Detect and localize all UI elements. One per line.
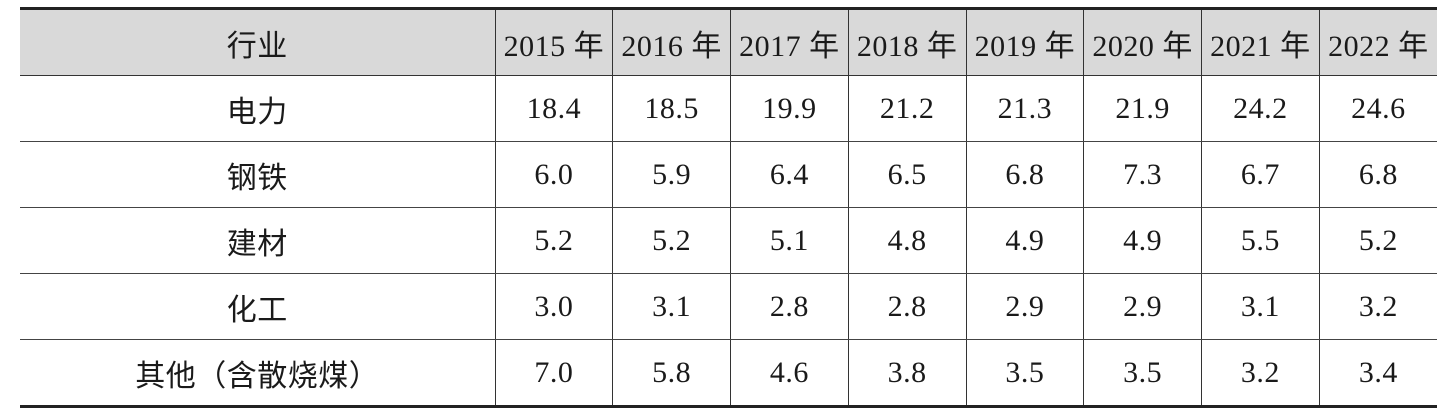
value-cell: 6.0	[494, 141, 613, 208]
table-row: 其他（含散烧煤） 7.0 5.8 4.6 3.8 3.5 3.5 3.2 3.4	[20, 339, 1437, 408]
header-cell: 2022 年	[1318, 7, 1437, 76]
value-cell: 2.9	[965, 273, 1084, 340]
row-label: 钢铁	[20, 141, 495, 208]
value-cell: 5.9	[612, 141, 731, 208]
value-cell: 19.9	[730, 75, 849, 142]
table-row: 建材 5.2 5.2 5.1 4.8 4.9 4.9 5.5 5.2	[20, 207, 1437, 274]
value-cell: 5.2	[494, 207, 613, 274]
table-row: 化工 3.0 3.1 2.8 2.8 2.9 2.9 3.1 3.2	[20, 273, 1437, 340]
header-row: 行业 2015 年 2016 年 2017 年 2018 年 2019 年 2020 年 20…	[20, 7, 1437, 76]
value-cell: 3.1	[1201, 273, 1320, 340]
row-label: 电力	[20, 75, 495, 142]
value-cell: 6.4	[730, 141, 849, 208]
header-cell: 2016 年	[612, 7, 731, 76]
value-cell: 7.3	[1083, 141, 1202, 208]
header-cell: 2018 年	[847, 7, 966, 76]
value-cell: 3.5	[1083, 339, 1202, 408]
value-cell: 24.6	[1318, 75, 1437, 142]
row-label: 化工	[20, 273, 495, 340]
table-row: 电力 18.4 18.5 19.9 21.2 21.3 21.9 24.2 24.6	[20, 75, 1437, 142]
value-cell: 5.8	[612, 339, 731, 408]
value-cell: 5.2	[612, 207, 731, 274]
value-cell: 6.8	[965, 141, 1084, 208]
value-cell: 5.2	[1318, 207, 1437, 274]
value-cell: 3.5	[965, 339, 1084, 408]
header-cell: 2021 年	[1201, 7, 1320, 76]
value-cell: 18.5	[612, 75, 731, 142]
value-cell: 21.9	[1083, 75, 1202, 142]
value-cell: 3.8	[847, 339, 966, 408]
row-label: 其他（含散烧煤）	[20, 339, 495, 408]
value-cell: 24.2	[1201, 75, 1320, 142]
value-cell: 18.4	[494, 75, 613, 142]
value-cell: 3.0	[494, 273, 613, 340]
header-cell: 行业	[20, 7, 495, 76]
value-cell: 6.7	[1201, 141, 1320, 208]
table-row: 钢铁 6.0 5.9 6.4 6.5 6.8 7.3 6.7 6.8	[20, 141, 1437, 208]
value-cell: 2.8	[730, 273, 849, 340]
value-cell: 3.2	[1201, 339, 1320, 408]
value-cell: 5.1	[730, 207, 849, 274]
data-table: 行业 2015 年 2016 年 2017 年 2018 年 2019 年 2020 年 20…	[20, 7, 1437, 408]
value-cell: 4.9	[1083, 207, 1202, 274]
header-cell: 2017 年	[730, 7, 849, 76]
value-cell: 4.9	[965, 207, 1084, 274]
header-cell: 2015 年	[494, 7, 613, 76]
row-label: 建材	[20, 207, 495, 274]
value-cell: 3.4	[1318, 339, 1437, 408]
value-cell: 3.2	[1318, 273, 1437, 340]
value-cell: 6.8	[1318, 141, 1437, 208]
value-cell: 2.9	[1083, 273, 1202, 340]
value-cell: 7.0	[494, 339, 613, 408]
value-cell: 21.2	[847, 75, 966, 142]
value-cell: 4.6	[730, 339, 849, 408]
value-cell: 5.5	[1201, 207, 1320, 274]
value-cell: 21.3	[965, 75, 1084, 142]
header-cell: 2019 年	[965, 7, 1084, 76]
value-cell: 4.8	[847, 207, 966, 274]
header-cell: 2020 年	[1083, 7, 1202, 76]
value-cell: 6.5	[847, 141, 966, 208]
value-cell: 2.8	[847, 273, 966, 340]
table-body: 电力 18.4 18.5 19.9 21.2 21.3 21.9 24.2 24.6 钢铁 6.0 5…	[20, 75, 1437, 408]
value-cell: 3.1	[612, 273, 731, 340]
